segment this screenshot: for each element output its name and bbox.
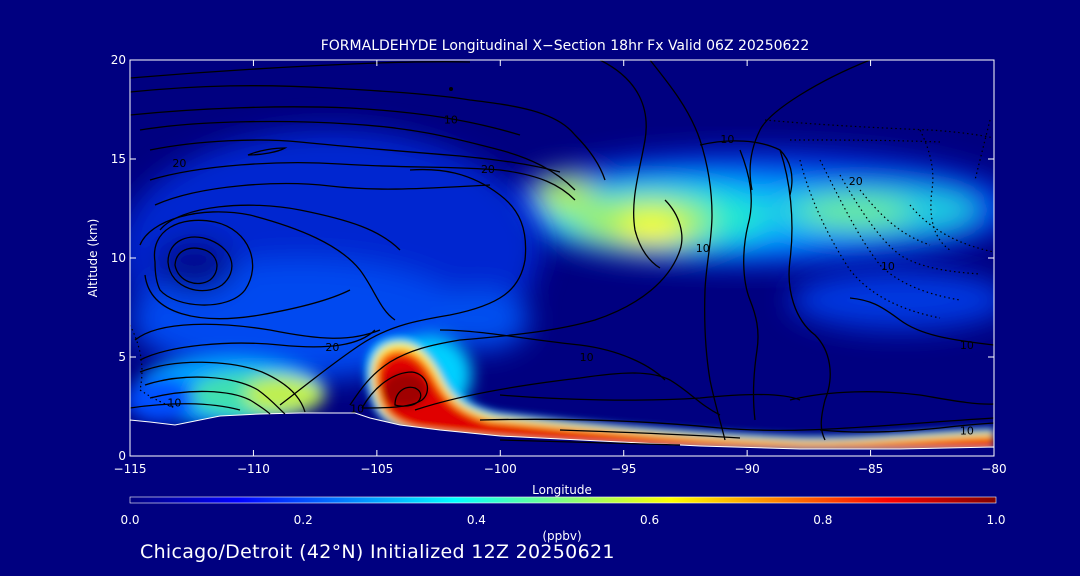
colorbar-tick-label: 0.6 <box>640 513 659 527</box>
colorbar-tick-label: 0.2 <box>294 513 313 527</box>
colorbar-label: (ppbv) <box>542 529 581 543</box>
contour-dot <box>449 87 453 91</box>
contour-label: 10 <box>580 351 594 364</box>
contour-label: 10 <box>350 402 364 415</box>
plot-area: 10 20 20 10 10 20 10 10 10 20 10 10 10 <box>130 60 994 456</box>
contour-labels: 10 20 20 10 10 20 10 10 10 20 10 10 10 <box>167 113 973 437</box>
x-tick-label: −110 <box>237 462 270 476</box>
colorbar-tick-label: 0.4 <box>467 513 486 527</box>
chart-title: FORMALDEHYDE Longitudinal X−Section 18hr… <box>321 38 810 54</box>
contour-label: 10 <box>960 424 974 437</box>
contour-label: 20 <box>849 175 863 188</box>
x-tick-label: −115 <box>114 462 147 476</box>
y-axis: 0 5 10 15 20 <box>111 53 994 463</box>
x-axis: −115 −110 −105 −100 −95 −90 −85 −80 <box>114 60 1007 476</box>
contour-label: 20 <box>172 157 186 170</box>
colorbar-ticks: 0.0 0.2 0.4 0.6 0.8 1.0 <box>120 513 1005 527</box>
x-tick-label: −100 <box>484 462 517 476</box>
colorbar-tick-label: 1.0 <box>986 513 1005 527</box>
contour-label: 10 <box>881 260 895 273</box>
field-surface-plume <box>365 335 994 452</box>
x-tick-label: −85 <box>858 462 883 476</box>
contour-label: 10 <box>960 339 974 352</box>
colorbar-bar <box>129 496 997 504</box>
contour-label: 20 <box>325 341 339 354</box>
dotted-contours <box>130 119 994 409</box>
x-axis-label: Longitude <box>532 483 592 497</box>
contour-lines <box>130 60 994 446</box>
y-tick-label: 20 <box>111 53 126 67</box>
contour-label: 10 <box>696 242 710 255</box>
y-axis-label: Altitude (km) <box>86 219 100 298</box>
contour-label: 10 <box>720 133 734 146</box>
terrain <box>130 412 994 456</box>
y-tick-label: 10 <box>111 251 126 265</box>
x-tick-label: −80 <box>981 462 1006 476</box>
contour-label: 20 <box>481 163 495 176</box>
x-tick-label: −105 <box>360 462 393 476</box>
y-tick-label: 5 <box>118 350 126 364</box>
contour-label: 10 <box>167 397 181 410</box>
colorbar-tick-label: 0.8 <box>813 513 832 527</box>
colorbar-tick-label: 0.0 <box>120 513 139 527</box>
field-upper-layer <box>500 150 994 266</box>
footer-caption: Chicago/Detroit (42°N) Initialized 12Z 2… <box>140 541 615 563</box>
x-tick-label: −95 <box>611 462 636 476</box>
y-tick-label: 15 <box>111 152 126 166</box>
y-tick-label: 0 <box>118 449 126 463</box>
x-tick-label: −90 <box>734 462 759 476</box>
colorbar: 0.0 0.2 0.4 0.6 0.8 1.0 (ppbv) <box>120 496 1006 543</box>
contour-label: 10 <box>444 113 458 126</box>
